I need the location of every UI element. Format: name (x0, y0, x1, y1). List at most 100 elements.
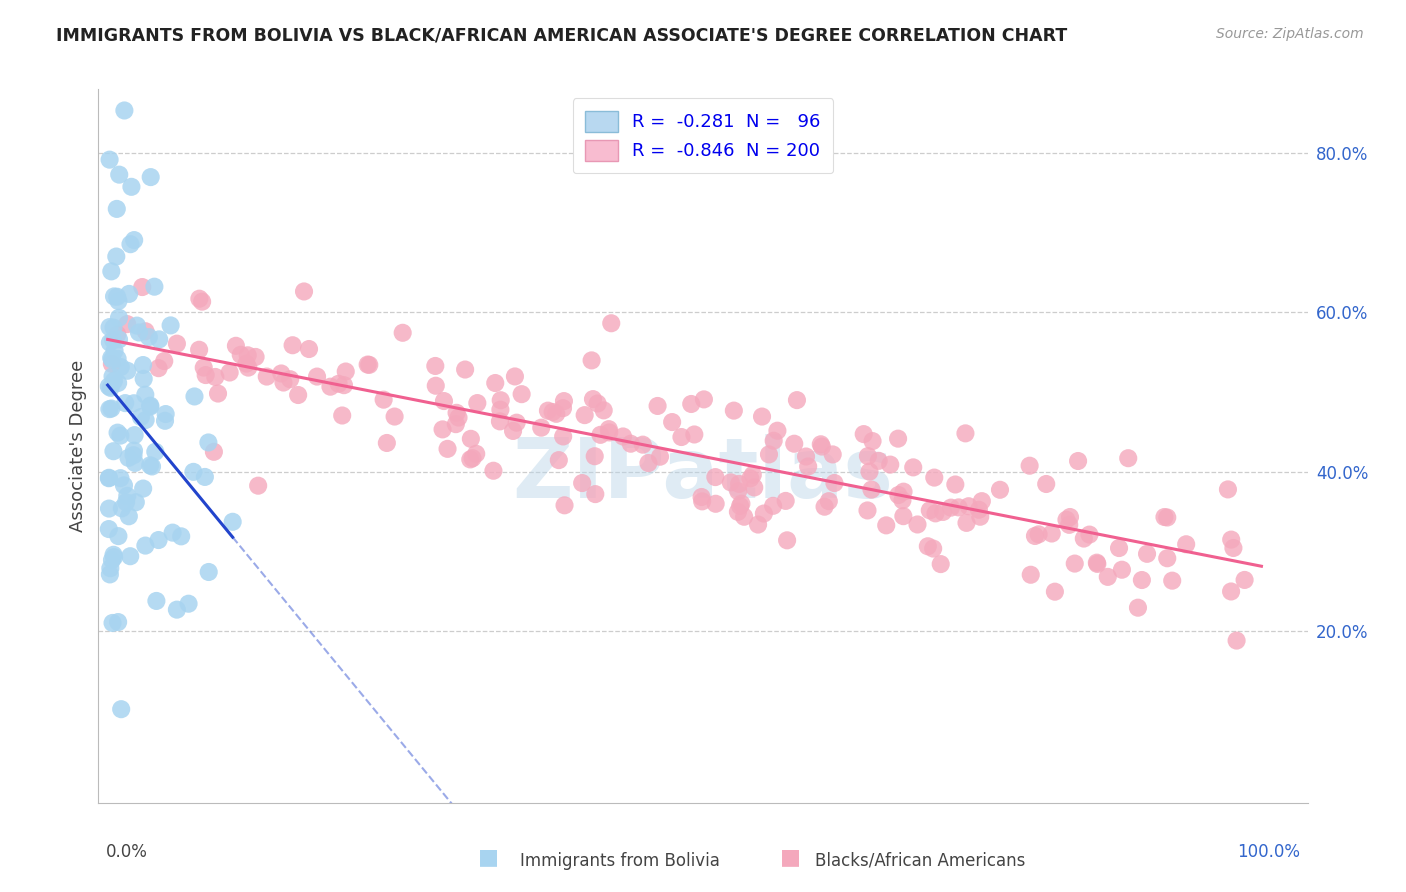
Point (225, 339, 247, 353)
Point (690, 494, 713, 508)
Point (783, 436, 806, 450)
Point (100, 401, 122, 416)
Point (105, 250, 128, 264)
Point (335, 365, 357, 379)
Point (391, 326, 413, 340)
Point (115, 495, 138, 509)
Point (811, 440, 834, 454)
Point (432, 422, 454, 436)
Point (159, 318, 181, 333)
Point (328, 376, 350, 391)
Point (465, 447, 488, 461)
Point (108, 333, 131, 347)
Point (742, 480, 765, 494)
Point (122, 443, 145, 458)
Point (122, 396, 145, 410)
Point (319, 380, 342, 394)
Point (648, 450, 671, 464)
Point (1097, 570, 1119, 584)
Point (1057, 517, 1080, 532)
Point (148, 332, 170, 346)
Point (728, 476, 751, 491)
Point (204, 370, 226, 384)
Point (221, 515, 243, 529)
Point (583, 449, 606, 463)
Point (145, 594, 167, 608)
Point (489, 414, 512, 428)
Point (1085, 556, 1108, 570)
Text: IMMIGRANTS FROM BOLIVIA VS BLACK/AFRICAN AMERICAN ASSOCIATE'S DEGREE CORRELATION: IMMIGRANTS FROM BOLIVIA VS BLACK/AFRICAN… (56, 27, 1067, 45)
Point (270, 367, 292, 381)
Point (111, 501, 134, 516)
Text: ZIPatlas: ZIPatlas (513, 434, 893, 515)
Point (117, 489, 139, 503)
Point (108, 168, 131, 182)
Point (98, 567, 121, 582)
Point (530, 420, 553, 434)
Point (98, 561, 121, 575)
Point (887, 432, 910, 446)
Point (305, 369, 328, 384)
Point (245, 350, 267, 364)
Point (554, 498, 576, 512)
Point (813, 500, 835, 514)
Point (188, 343, 211, 357)
Point (856, 449, 879, 463)
Point (817, 494, 839, 508)
Point (955, 516, 977, 530)
Point (598, 422, 620, 436)
Point (101, 333, 124, 347)
Point (1216, 483, 1239, 497)
Point (955, 426, 977, 441)
Point (134, 387, 156, 401)
Point (546, 407, 568, 421)
Text: ■: ■ (478, 847, 499, 867)
Point (120, 179, 142, 194)
Point (862, 434, 884, 448)
Point (292, 285, 315, 299)
Point (1018, 458, 1040, 473)
Point (776, 533, 799, 548)
Point (120, 237, 142, 252)
Point (141, 459, 163, 474)
Point (138, 330, 160, 344)
Point (98, 335, 121, 350)
Point (762, 434, 785, 448)
Point (117, 364, 139, 378)
Point (273, 376, 295, 390)
Point (1067, 454, 1090, 468)
Point (461, 451, 484, 466)
Point (505, 416, 527, 430)
Point (1153, 510, 1175, 524)
Point (139, 170, 162, 185)
Point (112, 478, 135, 492)
Point (170, 529, 193, 543)
Point (810, 437, 832, 451)
Point (436, 442, 458, 456)
Point (110, 428, 132, 442)
Point (118, 286, 141, 301)
Point (766, 424, 789, 438)
Point (758, 447, 780, 461)
Point (105, 202, 128, 216)
Text: Immigrants from Bolivia: Immigrants from Bolivia (520, 852, 720, 870)
Point (988, 483, 1011, 497)
Point (115, 317, 138, 331)
Point (465, 396, 488, 410)
Point (586, 396, 609, 410)
Text: Source: ZipAtlas.com: Source: ZipAtlas.com (1216, 27, 1364, 41)
Point (148, 533, 170, 547)
Point (188, 292, 211, 306)
Point (929, 557, 952, 571)
Point (1130, 573, 1153, 587)
Point (105, 327, 128, 342)
Point (856, 503, 879, 517)
Point (148, 361, 170, 376)
Point (1035, 477, 1057, 491)
Point (128, 326, 150, 340)
Point (103, 374, 125, 388)
Point (683, 427, 706, 442)
Point (101, 553, 124, 567)
Point (229, 348, 252, 362)
Point (143, 444, 166, 458)
